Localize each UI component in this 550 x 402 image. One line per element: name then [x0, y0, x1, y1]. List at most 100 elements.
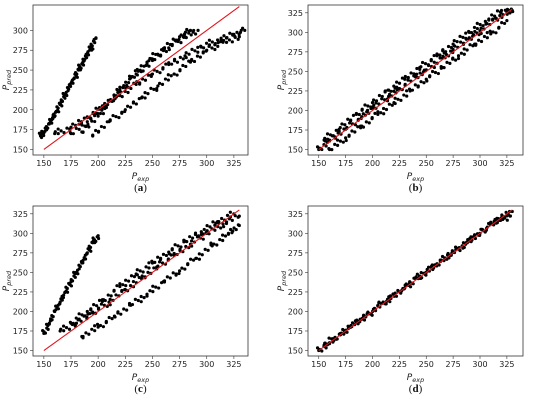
scatter-point — [438, 53, 442, 57]
scatter-point — [74, 321, 79, 325]
scatter-point — [458, 34, 462, 38]
scatter-point — [327, 147, 332, 152]
scatter-point — [482, 34, 487, 39]
scatter-point — [134, 72, 138, 76]
scatter-svg-a: 150 175 200 225 250 275 300 325 150 175 200 225 250 2… — [2, 4, 249, 194]
scatter-point — [109, 294, 113, 298]
scatter-point — [505, 218, 509, 222]
scatter-point — [141, 270, 145, 274]
scatter-point — [487, 18, 491, 22]
scatter-point — [95, 304, 99, 308]
scatter-point — [399, 98, 403, 102]
scatter-point — [216, 41, 220, 45]
scatter-point — [230, 40, 234, 44]
scatter-point — [177, 271, 181, 276]
y-axis-label: Ppred — [277, 69, 288, 90]
x-tick-label: 250 — [145, 159, 160, 168]
scatter-point — [195, 54, 200, 58]
y-tick-label: 225 — [13, 288, 28, 297]
scatter-point — [55, 109, 59, 113]
scatter-point — [164, 49, 169, 54]
scatter-point — [207, 44, 211, 49]
scatter-point — [376, 110, 380, 114]
scatter-point — [181, 57, 185, 61]
y-tick-label: 275 — [288, 249, 303, 258]
scatter-point — [59, 129, 63, 133]
scatter-point — [160, 82, 165, 86]
scatter-point — [343, 123, 347, 127]
scatter-point — [129, 86, 133, 91]
scatter-point — [330, 148, 334, 152]
scatter-point — [116, 90, 120, 94]
scatter-point — [498, 13, 502, 18]
scatter-point — [84, 331, 88, 335]
scatter-point — [191, 30, 195, 34]
scatter-point — [215, 38, 220, 42]
scatter-point — [133, 297, 137, 301]
scatter-point — [89, 308, 93, 312]
scatter-point — [485, 36, 489, 40]
scatter-point — [58, 300, 62, 304]
scatter-point — [67, 327, 72, 331]
scatter-point — [65, 126, 69, 130]
x-tick-label: 200 — [91, 159, 106, 168]
scatter-point — [77, 312, 81, 316]
scatter-point — [150, 261, 155, 265]
scatter-point — [441, 49, 445, 53]
scatter-point — [432, 60, 436, 64]
scatter-point — [225, 213, 230, 217]
scatter-point — [370, 101, 375, 105]
scatter-point — [112, 314, 117, 318]
scatter-point — [333, 142, 337, 146]
scatter-point — [128, 283, 133, 288]
scatter-point — [170, 248, 174, 252]
scatter-point — [415, 66, 419, 71]
scatter-point — [183, 239, 187, 243]
x-tick-label: 225 — [392, 159, 407, 168]
scatter-point — [117, 115, 121, 120]
scatter-point — [384, 107, 389, 112]
panel-caption: (a) — [134, 182, 147, 194]
scatter-point — [50, 121, 54, 125]
scatter-point — [477, 38, 481, 42]
scatter-point — [78, 265, 82, 269]
scatter-point — [377, 93, 382, 98]
scatter-point — [500, 21, 504, 25]
scatter-point — [110, 317, 114, 321]
reference-line — [43, 209, 240, 351]
scatter-point — [171, 271, 175, 275]
scatter-point — [62, 329, 66, 333]
scatter-point — [191, 258, 196, 262]
scatter-point — [356, 125, 360, 129]
y-tick-label: 275 — [288, 48, 303, 57]
scatter-point — [491, 18, 495, 22]
y-tick-label: 300 — [288, 229, 303, 238]
scatter-point — [149, 86, 153, 90]
scatter-point — [164, 253, 169, 258]
scatter-point — [154, 52, 158, 57]
scatter-point — [118, 85, 122, 89]
scatter-point — [494, 16, 498, 20]
scatter-point — [184, 64, 188, 69]
scatter-point — [87, 125, 91, 129]
scatter-point — [85, 52, 89, 56]
scatter-point — [150, 72, 155, 76]
scatter-point — [429, 59, 433, 63]
scatter-point — [120, 289, 124, 293]
reference-line — [318, 209, 513, 351]
y-tick-label: 175 — [13, 327, 28, 336]
scatter-point — [135, 268, 139, 272]
scatter-point — [95, 322, 100, 326]
scatter-point — [230, 218, 234, 223]
scatter-point — [47, 122, 51, 126]
scatter-point — [223, 234, 228, 238]
scatter-point — [230, 231, 234, 235]
scatter-point — [206, 248, 210, 252]
scatter-point — [101, 298, 106, 302]
scatter-point — [382, 112, 386, 116]
scatter-point — [199, 232, 203, 237]
scatter-point — [63, 92, 68, 96]
scatter-point — [163, 77, 168, 81]
scatter-point — [98, 323, 103, 328]
scatter-point — [202, 227, 206, 232]
